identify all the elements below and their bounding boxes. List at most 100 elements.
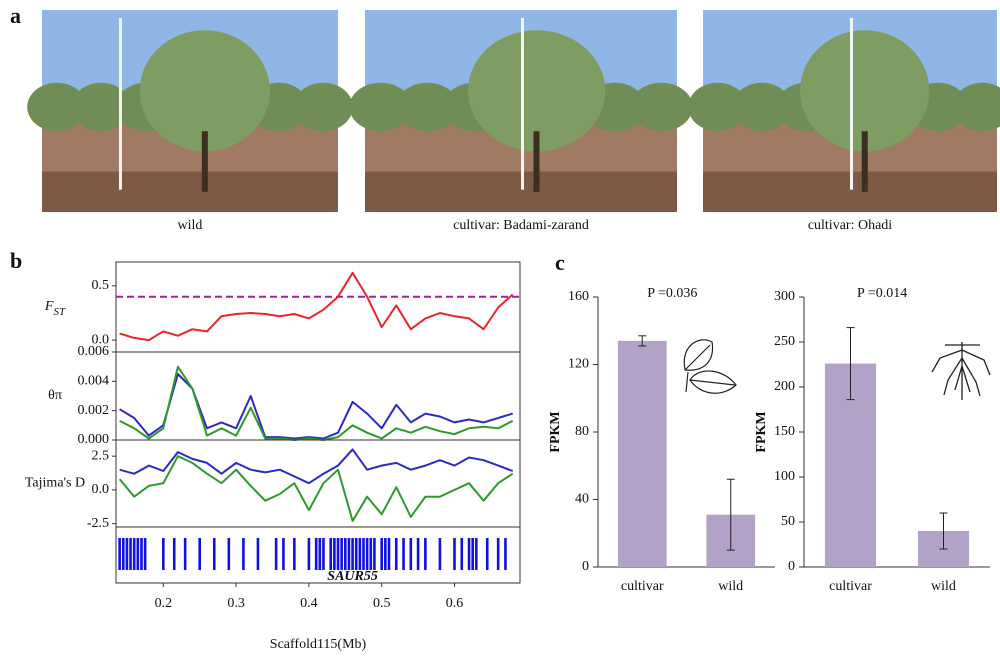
y-tick-label: 0.5 <box>92 278 110 293</box>
error-bar <box>726 478 735 551</box>
y-tick-label: 50 <box>781 514 795 529</box>
trunk <box>201 131 208 192</box>
y-axis-label: θπ <box>48 388 62 403</box>
bar <box>617 340 667 567</box>
tree <box>349 82 412 132</box>
x-tick-label: 0.2 <box>155 596 173 611</box>
gene <box>485 538 489 570</box>
gene <box>384 538 387 570</box>
x-tick-label: 0.4 <box>300 596 318 611</box>
tree <box>630 82 693 132</box>
gene <box>475 538 478 570</box>
gene <box>121 538 125 570</box>
gene <box>354 538 358 570</box>
gene <box>416 538 420 570</box>
tree <box>732 82 792 132</box>
photo-caption: wild <box>178 218 203 233</box>
plot-frame <box>115 351 521 441</box>
panel-label: c <box>555 250 565 275</box>
gene <box>402 538 405 570</box>
gene <box>162 538 165 570</box>
leaf-icon <box>683 339 737 394</box>
photo <box>688 10 1000 212</box>
gene <box>293 538 296 570</box>
gene <box>340 538 343 570</box>
gene <box>496 538 500 570</box>
gene <box>471 538 474 570</box>
error-bar <box>638 335 647 347</box>
y-tick-label: 0.006 <box>78 344 110 359</box>
y-tick-label: 100 <box>774 469 795 484</box>
y-tick-label: 0.0 <box>92 332 110 347</box>
gene <box>467 538 471 570</box>
y-tick-label: 300 <box>774 289 795 304</box>
y-axis-label: Tajima's D <box>25 476 85 491</box>
gene <box>198 538 202 570</box>
ground-shade <box>42 171 338 212</box>
gene <box>453 538 456 570</box>
y-tick-label: 0.002 <box>78 403 110 418</box>
tree <box>952 82 1000 132</box>
gene-annotation: SAUR55 <box>327 569 378 584</box>
series-line <box>119 373 513 440</box>
gene <box>140 538 143 570</box>
tree <box>139 30 270 152</box>
root-icon <box>931 342 991 400</box>
trunk <box>861 131 868 192</box>
tree <box>293 82 353 132</box>
y-tick-label: 40 <box>575 492 589 507</box>
tree <box>688 82 748 132</box>
y-tick-label: 2.5 <box>92 448 110 463</box>
x-axis-label: Scaffold115(Mb) <box>270 637 367 652</box>
gene <box>329 538 333 570</box>
gene <box>118 538 121 570</box>
series-line <box>119 448 514 485</box>
gene <box>336 538 340 570</box>
gene <box>256 538 260 570</box>
gene <box>125 538 129 570</box>
y-axis-label-main: Tajima's D <box>25 476 85 491</box>
x-tick-label: 0.5 <box>373 596 391 611</box>
pole <box>521 18 524 190</box>
x-tick-label: 0.3 <box>227 596 245 611</box>
y-axis-label: FPKM <box>548 411 563 452</box>
chart-title: P =0.036 <box>647 286 697 301</box>
y-axis-label-main: F <box>44 299 54 314</box>
y-tick-label: 160 <box>568 289 589 304</box>
series-line <box>119 365 514 441</box>
pole <box>118 18 122 190</box>
y-tick-label: 0.0 <box>92 482 110 497</box>
gene <box>242 538 245 570</box>
gene <box>358 538 362 570</box>
panel-label: a <box>10 3 21 28</box>
gene <box>438 538 442 570</box>
tree <box>71 82 131 132</box>
y-tick-label: 250 <box>774 334 795 349</box>
gene <box>351 538 354 570</box>
chart-title: P =0.014 <box>857 286 907 301</box>
pole <box>850 18 853 190</box>
photo-caption: cultivar: Badami-zarand <box>453 218 589 233</box>
gene <box>212 538 216 570</box>
trunk <box>533 131 540 192</box>
y-tick-label: 200 <box>774 379 795 394</box>
gene <box>343 538 347 570</box>
x-tick-label: cultivar <box>621 579 664 594</box>
gene <box>307 538 311 570</box>
y-tick-label: -2.5 <box>87 516 109 531</box>
gene <box>172 538 176 570</box>
y-axis-label: FPKM <box>754 411 769 452</box>
track-frame <box>115 526 521 584</box>
y-axis-label: FST <box>44 299 66 317</box>
gene <box>136 538 140 570</box>
plot-frame <box>115 261 521 353</box>
tree <box>27 82 87 132</box>
gene <box>314 538 318 570</box>
error-bar <box>939 512 948 550</box>
gene <box>183 538 187 570</box>
error-bar <box>846 327 855 401</box>
panel-label: b <box>10 248 22 273</box>
x-tick-label: wild <box>718 579 743 594</box>
